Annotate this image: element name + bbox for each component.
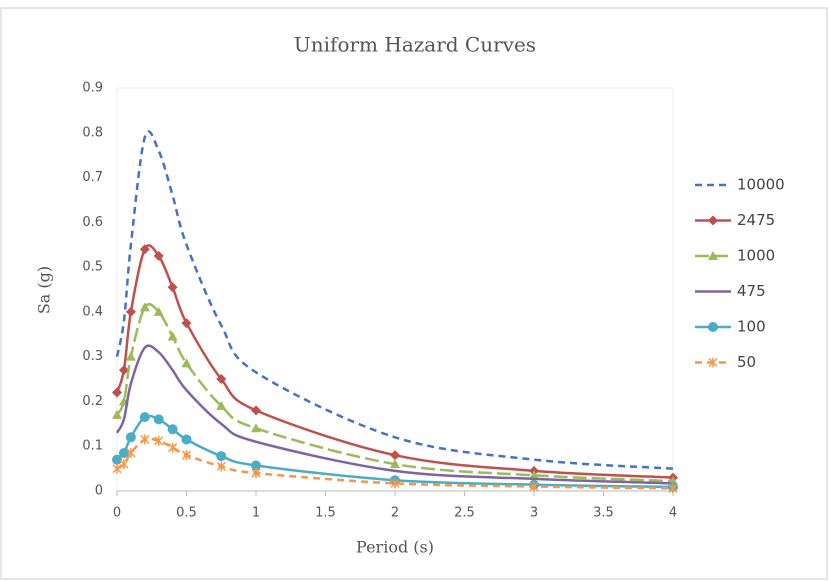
marker (153, 250, 164, 261)
marker (167, 424, 178, 435)
marker (216, 461, 226, 472)
legend-label: 2475 (737, 211, 775, 229)
marker (153, 414, 164, 425)
marker (140, 434, 150, 445)
marker (390, 459, 400, 469)
x-tick-label: 1 (252, 506, 260, 521)
marker (168, 442, 178, 453)
legend-marker (708, 215, 718, 226)
y-tick-label: 0.2 (82, 394, 103, 409)
marker (251, 460, 261, 471)
marker (139, 412, 150, 423)
marker (167, 331, 178, 341)
chart-title: Uniform Hazard Curves (294, 33, 536, 57)
marker (181, 358, 192, 368)
y-tick-label: 0 (95, 484, 103, 499)
marker (118, 365, 129, 376)
marker (181, 318, 192, 329)
marker (216, 451, 227, 462)
marker (126, 447, 136, 458)
marker (529, 481, 539, 492)
marker (125, 351, 136, 361)
legend-label: 10000 (737, 176, 785, 194)
y-axis-label: Sa (g) (35, 266, 54, 314)
marker (139, 244, 150, 255)
series-line (115, 344, 674, 485)
marker (154, 435, 164, 446)
y-tick-label: 0.5 (82, 260, 103, 275)
legend-label: 50 (737, 353, 756, 371)
marker (139, 302, 150, 312)
x-tick-label: 2.5 (454, 506, 475, 521)
marker (668, 483, 678, 494)
legend-marker (708, 251, 718, 260)
x-tick-label: 3 (530, 506, 538, 521)
marker (112, 409, 122, 419)
legend-label: 1000 (737, 247, 775, 265)
marker (112, 387, 122, 398)
marker (153, 306, 164, 316)
marker (529, 470, 539, 480)
legend-marker (708, 322, 718, 332)
x-axis-label: Period (s) (356, 538, 434, 557)
x-tick-label: 0.5 (176, 506, 197, 521)
marker (251, 468, 261, 479)
x-tick-label: 1.5 (315, 506, 336, 521)
y-tick-label: 0.1 (82, 439, 103, 454)
x-tick-label: 2 (391, 506, 399, 521)
marker (118, 447, 129, 458)
y-tick-label: 0.7 (82, 170, 103, 185)
series-line (115, 130, 674, 470)
marker (390, 450, 400, 461)
marker (390, 478, 400, 489)
marker (181, 434, 192, 445)
chart-frame (0, 7, 828, 580)
x-tick-label: 4 (669, 506, 677, 521)
legend-label: 100 (737, 318, 766, 336)
marker (251, 405, 261, 416)
marker (125, 306, 136, 317)
marker (112, 463, 122, 474)
y-tick-label: 0.3 (82, 349, 103, 364)
marker (112, 454, 122, 465)
y-tick-label: 0.4 (82, 304, 103, 319)
marker (216, 400, 227, 410)
y-tick-label: 0.6 (82, 215, 103, 230)
legend-label: 475 (737, 282, 766, 300)
x-tick-label: 0 (113, 506, 121, 521)
marker (181, 450, 192, 461)
marker (216, 374, 227, 385)
legend-marker (708, 357, 718, 368)
marker (125, 432, 136, 443)
marker (251, 423, 261, 433)
marker (119, 459, 129, 470)
x-tick-label: 3.5 (593, 506, 614, 521)
y-tick-label: 0.9 (82, 81, 103, 96)
marker (167, 282, 178, 293)
y-tick-label: 0.8 (82, 125, 103, 140)
